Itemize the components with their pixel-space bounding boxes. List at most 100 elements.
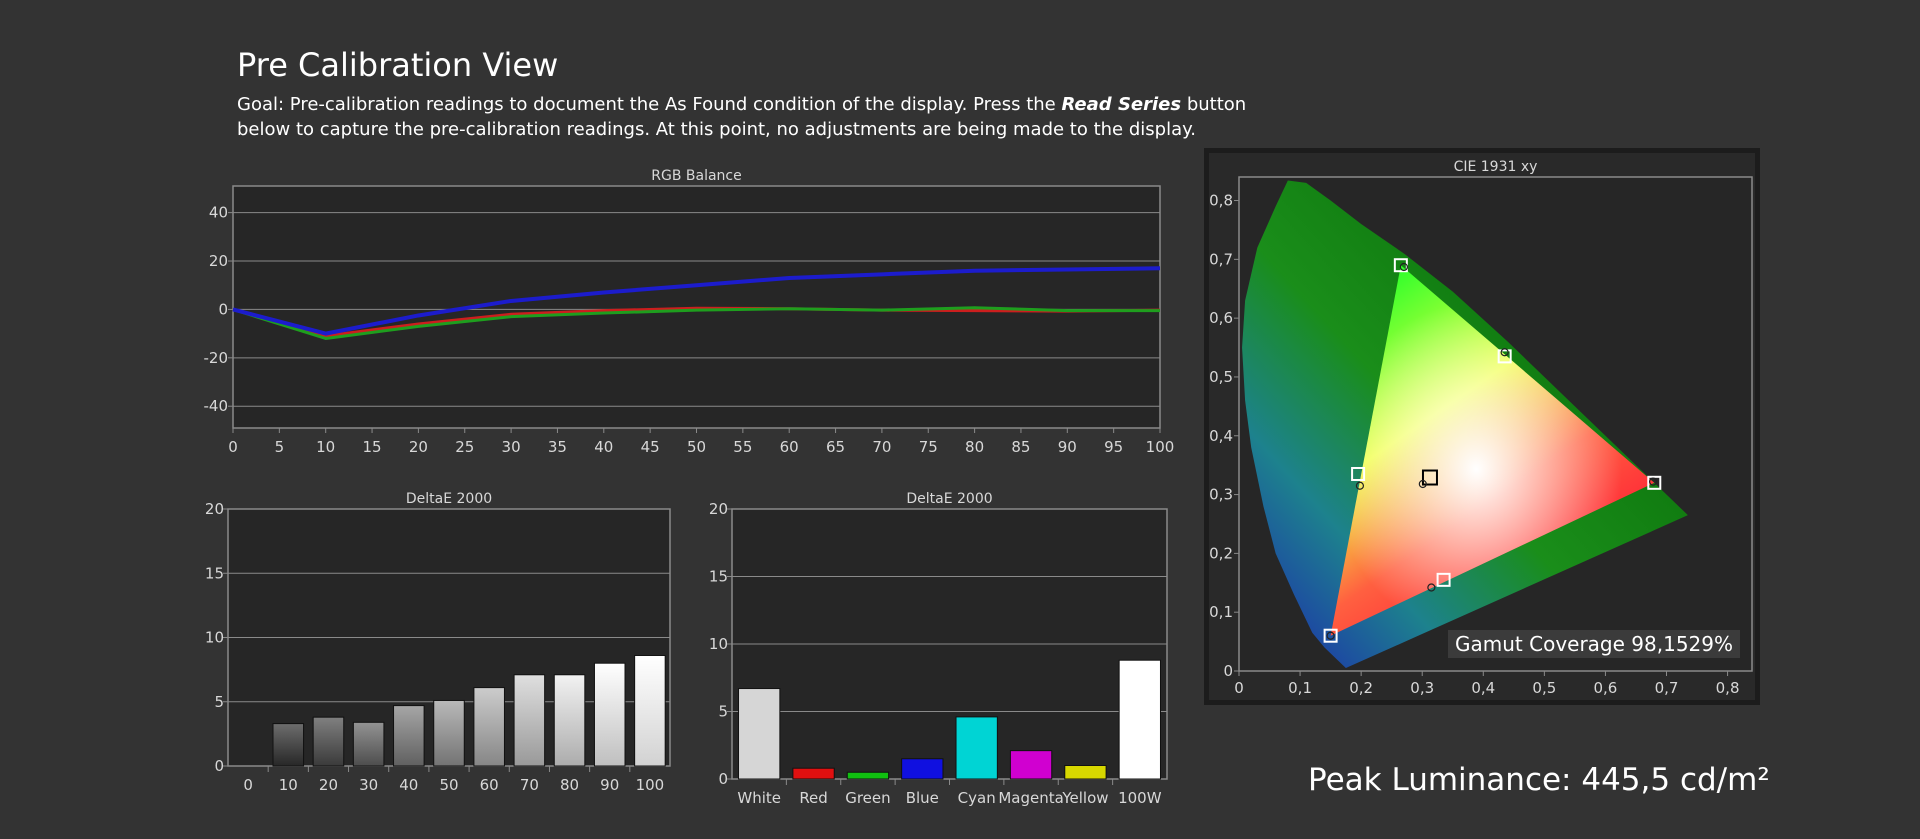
rgb-balance-xtick-label: 60 <box>780 438 799 456</box>
cie-ytick-label: 0,8 <box>1209 192 1233 210</box>
deltae-ytick-label-2: 20 <box>709 500 728 518</box>
rgb-balance-xtick-label: 25 <box>455 438 474 456</box>
deltae-xtick-label-2: Red <box>799 789 828 807</box>
deltae-ytick-label-2: 0 <box>718 770 728 788</box>
deltae-bar-90 <box>593 662 626 767</box>
deltae-title-2: DeltaE 2000 <box>906 491 992 507</box>
cie-xtick-label: 0,3 <box>1410 679 1434 697</box>
deltae-ytick-label-1: 15 <box>205 564 224 582</box>
deltae-title-1: DeltaE 2000 <box>406 491 492 507</box>
cie-xtick-label: 0,8 <box>1716 679 1740 697</box>
deltae-ytick-label-1: 5 <box>214 693 224 711</box>
cie-xtick-label: 0,2 <box>1349 679 1373 697</box>
deltae-xtick-label-1: 90 <box>600 776 619 794</box>
rgb-balance-xtick-label: 40 <box>594 438 613 456</box>
deltae-bar-magenta <box>1009 750 1053 780</box>
cie-ytick-label: 0,1 <box>1209 603 1233 621</box>
deltae-xtick-label-2: Blue <box>906 789 939 807</box>
rgb-balance-ytick-label: -40 <box>204 397 229 415</box>
rgb-balance-ytick-label: 0 <box>218 300 228 318</box>
rgb-balance-xtick-label: 65 <box>826 438 845 456</box>
cie-measured-magenta <box>1427 583 1436 592</box>
cie-xtick-label: 0,5 <box>1532 679 1556 697</box>
deltae-ytick-label-1: 10 <box>205 629 224 647</box>
cie-title: CIE 1931 xy <box>1454 159 1538 175</box>
cie-measured-green <box>1399 262 1408 272</box>
cie-ytick-label: 0,5 <box>1209 368 1233 386</box>
deltae-ytick-label-2: 10 <box>709 635 728 653</box>
deltae-bar-70 <box>513 674 546 767</box>
cie-target-red <box>1647 475 1662 490</box>
rgb-balance-xtick-label: 20 <box>409 438 428 456</box>
rgb-balance-xtick-label: 55 <box>733 438 752 456</box>
cie-measured-blue <box>1326 631 1335 640</box>
rgb-balance-xtick-label: 75 <box>919 438 938 456</box>
deltae-bar-blue <box>901 758 944 780</box>
cie-ytick-label: 0,7 <box>1209 250 1233 268</box>
deltae-bar-cyan <box>955 716 998 780</box>
rgb-balance-xtick-label: 80 <box>965 438 984 456</box>
cie-ytick-label: 0,2 <box>1209 544 1233 562</box>
rgb-balance-xtick-label: 100 <box>1146 438 1175 456</box>
goal-text-prefix: Goal: Pre-calibration readings to docume… <box>237 94 1062 115</box>
deltae-xtick-label-1: 30 <box>359 776 378 794</box>
deltae-xtick-label-2: 100W <box>1118 789 1162 807</box>
cie-xtick-label: 0,7 <box>1655 679 1679 697</box>
goal-description: Goal: Pre-calibration readings to docume… <box>237 92 1257 142</box>
rgb-balance-series-line-2 <box>232 266 1161 336</box>
rgb-balance-xtick-label: 85 <box>1011 438 1030 456</box>
cie-ytick-label: 0,6 <box>1209 309 1233 327</box>
goal-text-suffix: button below to capture the pre-calibrat… <box>237 94 1247 140</box>
deltae-xtick-label-2: Cyan <box>958 789 996 807</box>
deltae-bar-40 <box>393 705 425 767</box>
rgb-balance-ytick-label: 40 <box>209 204 228 222</box>
deltae-xtick-label-1: 70 <box>520 776 539 794</box>
rgb-balance-xtick-label: 70 <box>872 438 891 456</box>
deltae-bar-red <box>792 767 835 780</box>
deltae-bar-yellow <box>1064 765 1107 780</box>
rgb-balance-xtick-label: 50 <box>687 438 706 456</box>
rgb-balance-xtick-label: 35 <box>548 438 567 456</box>
deltae-bar-100 <box>634 654 666 767</box>
cie-target-magenta <box>1436 572 1451 587</box>
rgb-balance-xtick-label: 30 <box>502 438 521 456</box>
cie-measured-yellow <box>1500 348 1509 357</box>
deltae-xtick-label-1: 0 <box>243 776 253 794</box>
cie-measured-red <box>1648 477 1658 486</box>
peak-luminance-label: Peak Luminance: 445,5 cd/m² <box>1308 762 1770 798</box>
deltae-bar-80 <box>553 674 586 767</box>
deltae-bar-50 <box>433 699 465 767</box>
deltae-bar-10 <box>272 723 305 767</box>
cie-xtick-label: 0,6 <box>1593 679 1617 697</box>
deltae-bar-30 <box>352 721 385 767</box>
rgb-balance-title: RGB Balance <box>651 168 741 184</box>
cie-target-cyan <box>1351 466 1366 481</box>
gamut-coverage-label: Gamut Coverage 98,1529% <box>1448 630 1740 658</box>
page-title: Pre Calibration View <box>237 46 559 84</box>
rgb-balance-ytick-label: -20 <box>204 349 229 367</box>
deltae-bar-60 <box>473 687 505 767</box>
deltae-bar-20 <box>312 716 345 767</box>
rgb-balance-xtick-label: 95 <box>1104 438 1123 456</box>
cie-xtick-label: 0,4 <box>1471 679 1495 697</box>
deltae-xtick-label-1: 40 <box>399 776 418 794</box>
cie-ytick-label: 0 <box>1223 662 1233 680</box>
cie-target-white <box>1421 469 1438 486</box>
deltae-xtick-label-2: Magenta <box>998 789 1063 807</box>
rgb-balance-xtick-label: 5 <box>275 438 285 456</box>
read-series-reference: Read Series <box>1061 94 1182 115</box>
deltae-xtick-label-1: 80 <box>560 776 579 794</box>
rgb-balance-xtick-label: 0 <box>228 438 238 456</box>
deltae-ytick-label-2: 15 <box>709 568 728 586</box>
deltae-ytick-label-1: 0 <box>214 757 224 775</box>
deltae-bar-white <box>738 688 781 780</box>
cie-target-yellow <box>1497 349 1512 364</box>
rgb-balance-series-line-0 <box>232 306 1161 338</box>
deltae-xtick-label-1: 100 <box>636 776 665 794</box>
rgb-balance-xtick-label: 90 <box>1058 438 1077 456</box>
deltae-xtick-label-1: 60 <box>480 776 499 794</box>
cie-xtick-label: 0,1 <box>1288 679 1312 697</box>
deltae-xtick-label-1: 10 <box>279 776 298 794</box>
